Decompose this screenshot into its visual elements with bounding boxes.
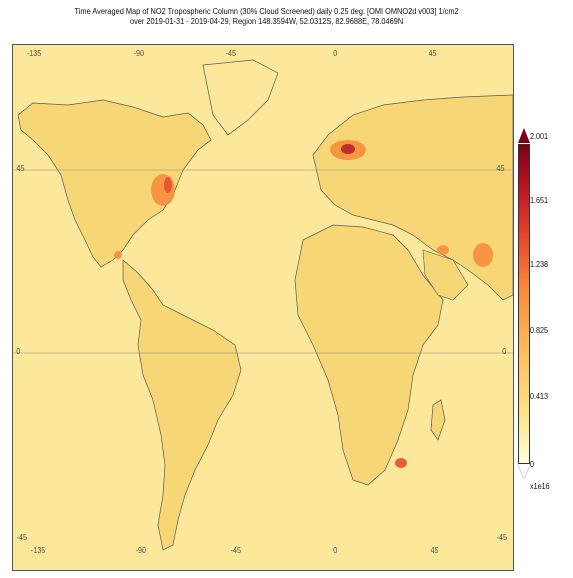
lon-tick-bottom: -90 bbox=[135, 546, 146, 555]
arabia-land bbox=[422, 249, 469, 301]
title-line-2: over 2019-01-31 - 2019-04-29, Region 148… bbox=[129, 16, 404, 26]
colorbar-max-arrow bbox=[518, 128, 530, 143]
lat-tick-left: 0 bbox=[16, 347, 21, 356]
world-map bbox=[13, 45, 513, 570]
title-line-1: Time Averaged Map of NO2 Tropospheric Co… bbox=[74, 6, 459, 16]
hotspot-us-east-core bbox=[164, 177, 172, 193]
map-title: Time Averaged Map of NO2 Tropospheric Co… bbox=[0, 6, 533, 26]
africa-land bbox=[294, 224, 444, 486]
lon-tick-bottom: -135 bbox=[30, 546, 46, 555]
colorbar-label: 0.413 bbox=[530, 391, 549, 401]
colorbar-label: 0 bbox=[530, 459, 535, 469]
lat-tick-right: 0 bbox=[502, 347, 507, 356]
hotspot-mexico bbox=[114, 251, 122, 259]
lon-tick-bottom: -45 bbox=[230, 546, 241, 555]
colorbar-unit: x1e16 bbox=[530, 481, 550, 491]
lat-tick-left: 45 bbox=[16, 164, 25, 173]
lon-tick-top: -90 bbox=[133, 49, 144, 58]
no2-hotspots bbox=[114, 140, 493, 468]
hotspot-us-east bbox=[151, 174, 175, 206]
colorbar bbox=[518, 144, 530, 464]
lon-tick-top: -45 bbox=[225, 49, 236, 58]
lon-tick-top: 0 bbox=[333, 49, 338, 58]
hotspot-europe-core bbox=[341, 144, 355, 154]
hotspot-india bbox=[473, 243, 493, 267]
colorbar-label: 0.825 bbox=[530, 325, 549, 335]
lat-tick-left: -45 bbox=[16, 533, 27, 542]
graticule bbox=[13, 169, 513, 354]
hotspot-south-africa bbox=[395, 458, 407, 468]
greenland-land bbox=[202, 59, 279, 136]
lon-tick-top: -135 bbox=[26, 49, 42, 58]
south-america-land bbox=[122, 259, 242, 551]
colorbar-label: 1.238 bbox=[530, 259, 549, 269]
colorbar-min-arrow bbox=[518, 464, 530, 479]
lon-tick-bottom: 0 bbox=[333, 546, 338, 555]
lon-tick-bottom: 45 bbox=[430, 546, 439, 555]
madagascar-land bbox=[430, 399, 446, 441]
lon-tick-top: 45 bbox=[428, 49, 437, 58]
colorbar-label: 2.001 bbox=[530, 131, 549, 141]
north-america-land bbox=[17, 99, 212, 268]
colorbar-label: 1.651 bbox=[530, 195, 549, 205]
lat-tick-right: 45 bbox=[496, 164, 505, 173]
map-panel[interactable] bbox=[12, 44, 514, 571]
hotspot-persian-gulf bbox=[437, 245, 449, 255]
lat-tick-right: -45 bbox=[496, 533, 507, 542]
